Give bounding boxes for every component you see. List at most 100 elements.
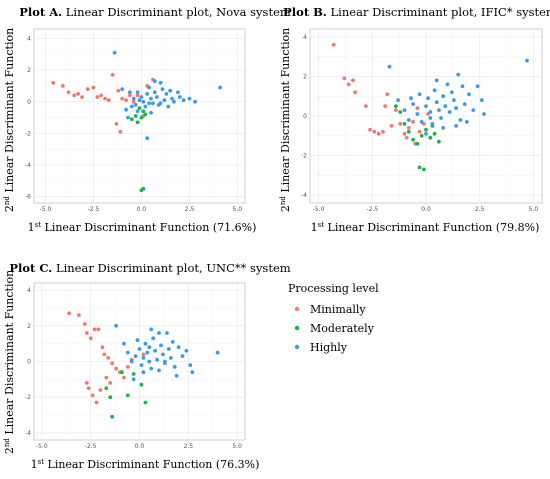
plot-a-point-highly [145, 136, 150, 141]
plot-c-point-highly [151, 336, 156, 341]
plot-a-xtick-label: 0.0 [137, 206, 147, 213]
plot-b-point-highly [460, 84, 465, 89]
legend-key-minimally [294, 306, 300, 312]
plot-c-point-highly [131, 377, 136, 382]
plot-a-point-moderately [139, 115, 144, 120]
plot-c-point-moderately [143, 400, 148, 405]
plot-b-point-highly [411, 102, 415, 106]
plot-b-ytick-label: 4 [303, 34, 307, 41]
plot-c-point-highly [114, 323, 118, 328]
plot-b-point-moderately [437, 139, 441, 144]
plot-b-point-highly [458, 118, 463, 122]
plot-a-point-highly [168, 88, 173, 93]
plot-c-point-highly [176, 345, 181, 350]
plot-a-ytick-label: -4 [25, 162, 31, 169]
plot-b-xtick-label: 2.5 [475, 206, 485, 213]
plot-c-point-minimally [82, 322, 87, 326]
plot-a-point-minimally [99, 93, 103, 98]
plot-c-point-highly [139, 363, 144, 367]
plot-c-point-moderately [108, 395, 113, 400]
plot-a-point-highly [133, 103, 138, 107]
plot-b-point-minimally [389, 124, 394, 128]
plot-b-xtick-label: -5.0 [313, 206, 325, 213]
plot-a: Plot A. Linear Discriminant plot, Nova s… [3, 5, 291, 234]
plot-c-point-highly [170, 340, 175, 344]
plot-a-title: Plot A. Linear Discriminant plot, Nova s… [19, 5, 291, 19]
plot-b-point-highly [434, 100, 439, 105]
plot-c-point-highly [157, 331, 161, 335]
plot-a-point-highly [166, 104, 171, 109]
plot-c-point-highly [168, 356, 173, 360]
plot-a-point-highly [187, 96, 192, 101]
plot-b-point-highly [424, 104, 428, 108]
plot-b-point-highly [437, 108, 441, 112]
plot-b-point-highly [471, 108, 476, 112]
plot-a-point-highly [181, 98, 186, 103]
plot-a-point-highly [177, 95, 182, 99]
plot-a-point-highly [162, 98, 167, 103]
plot-a-point-highly [158, 101, 163, 106]
plot-a-point-minimally [106, 98, 111, 103]
plot-c-xtick-label: 5.0 [232, 443, 242, 450]
plot-a-point-highly [152, 90, 157, 95]
plot-a-point-highly [127, 90, 132, 95]
plot-a-ytick-label: 2 [27, 67, 31, 74]
plot-c-point-highly [122, 341, 126, 346]
plot-c-point-moderately [120, 370, 124, 375]
plot-a-point-highly [131, 96, 136, 101]
plot-a-point-highly [160, 87, 165, 91]
plot-a-point-moderately [141, 109, 146, 114]
plot-a-point-highly [218, 85, 223, 90]
plot-a-xtick-label: -5.0 [40, 206, 52, 213]
plot-c-point-highly [166, 347, 171, 351]
plot-a-point-highly [151, 101, 155, 106]
plot-a-point-minimally [135, 93, 140, 98]
plot-a-xtick-label: 2.5 [185, 206, 195, 213]
plot-a-ylabel: 2nd Linear Discriminant Function [3, 28, 16, 212]
plot-a-point-highly [145, 92, 150, 96]
plot-c-point-minimally [110, 361, 114, 366]
plot-a-point-highly [141, 99, 146, 104]
plot-b-point-highly [447, 110, 452, 114]
plot-c-point-minimally [86, 386, 91, 391]
plot-b-point-minimally [368, 127, 372, 132]
plot-b-ytick-label: 0 [303, 113, 307, 120]
plot-b-point-minimally [383, 104, 388, 108]
plot-c-point-highly [141, 356, 146, 360]
plot-b-xlabel: 1st Linear Discriminant Function (79.8%) [311, 221, 540, 234]
plot-b-point-moderately [428, 135, 433, 140]
plot-a-ytick-label: -2 [25, 130, 31, 137]
plot-c-point-minimally [84, 381, 89, 385]
plot-c-point-highly [157, 368, 161, 373]
plot-b-point-highly [415, 112, 420, 116]
plot-b-point-minimally [417, 129, 422, 134]
plot-a-point-highly [137, 98, 142, 103]
plot-b-point-highly [419, 120, 424, 124]
plot-a-point-highly [158, 80, 163, 85]
plot-b-point-highly [434, 78, 439, 83]
plot-b-point-highly [426, 96, 430, 101]
plot-a-point-highly [193, 99, 198, 104]
plot-c-point-minimally [104, 375, 109, 380]
legend-label-moderately: Moderately [310, 322, 375, 335]
plot-a-point-minimally [60, 84, 65, 88]
legend-key-moderately [294, 325, 300, 331]
plot-a-xtick-label: 5.0 [233, 206, 243, 213]
plot-c-point-minimally [102, 352, 107, 357]
plot-a-point-minimally [85, 87, 90, 91]
plot-b-point-highly [387, 64, 392, 69]
plot-c-xtick-label: 0.0 [135, 443, 145, 450]
plot-b-point-highly [417, 92, 422, 97]
plot-b-point-highly [428, 116, 433, 120]
plot-c-point-highly [172, 365, 177, 369]
plot-c-point-minimally [100, 345, 105, 350]
plot-c-ytick-label: 4 [27, 287, 31, 294]
plot-c-xlabel: 1st Linear Discriminant Function (76.3%) [31, 458, 260, 471]
plot-c-point-highly [149, 327, 154, 332]
plot-a-point-minimally [116, 88, 121, 93]
plot-b-point-highly [406, 118, 411, 122]
legend: Processing level Minimally Moderately High… [288, 282, 379, 354]
plot-c-point-highly [125, 350, 130, 355]
legend-key-highly [294, 344, 300, 350]
plot-b-ylabel: 2nd Linear Discriminant Function [279, 28, 292, 212]
